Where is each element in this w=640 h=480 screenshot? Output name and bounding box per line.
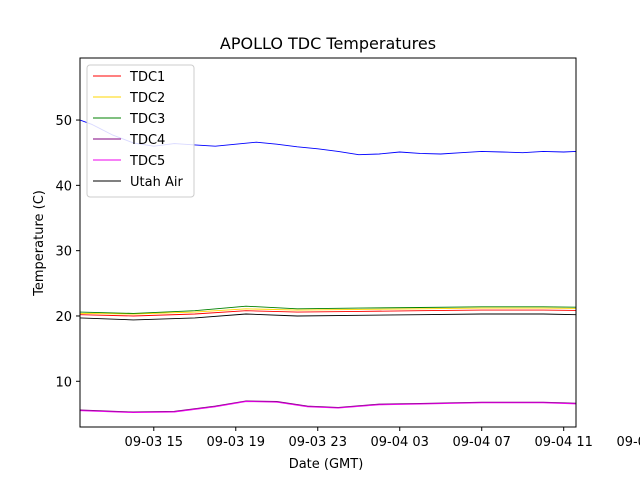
legend-box — [86, 64, 195, 198]
legend-label: TDC5 — [129, 154, 165, 169]
x-tick-label: 09-04 11 — [534, 435, 592, 450]
legend-label: Utah Air — [130, 175, 183, 190]
x-tick-label: 09-03 23 — [289, 435, 347, 450]
y-tick-label: 40 — [55, 179, 72, 194]
series-layer — [80, 119, 576, 414]
series-line-tdc3 — [80, 305, 576, 314]
plot-frame — [79, 57, 577, 428]
series-line-tdc5 — [80, 401, 576, 414]
x-tick-label: 09-03 19 — [207, 435, 265, 450]
x-tick-label: 09-04 03 — [371, 435, 429, 450]
chart-title: APOLLO TDC Temperatures — [220, 34, 436, 53]
series-line-tdc4 — [80, 400, 576, 413]
legend: TDC1 TDC2 TDC3 TDC4 TDC5 Utah Air — [86, 64, 195, 198]
y-tick-label: 20 — [55, 310, 72, 325]
x-tick-label: 09-04 07 — [452, 435, 510, 450]
y-axis-label: Temperature (C) — [32, 190, 47, 297]
series-line-probe — [80, 119, 576, 160]
x-tick-label: 09-04 15 — [616, 435, 640, 450]
legend-label: TDC1 — [129, 70, 165, 85]
series-line-utah-air — [80, 313, 576, 321]
series-line-tdc1 — [80, 309, 576, 317]
legend-label: TDC4 — [129, 133, 165, 148]
x-axis-label: Date (GMT) — [289, 457, 364, 472]
y-tick-label: 50 — [55, 114, 72, 129]
legend-label: TDC3 — [129, 112, 165, 127]
series-line-tdc2 — [80, 307, 576, 315]
legend-label: TDC2 — [129, 91, 165, 106]
y-tick-label: 10 — [55, 375, 72, 390]
y-axis: 10 20 30 40 50 — [55, 114, 80, 390]
x-axis: 09-03 15 09-03 19 09-03 23 09-04 03 09-04 07… — [125, 427, 640, 450]
x-tick-label: 09-03 15 — [125, 435, 183, 450]
y-tick-label: 30 — [55, 245, 72, 260]
